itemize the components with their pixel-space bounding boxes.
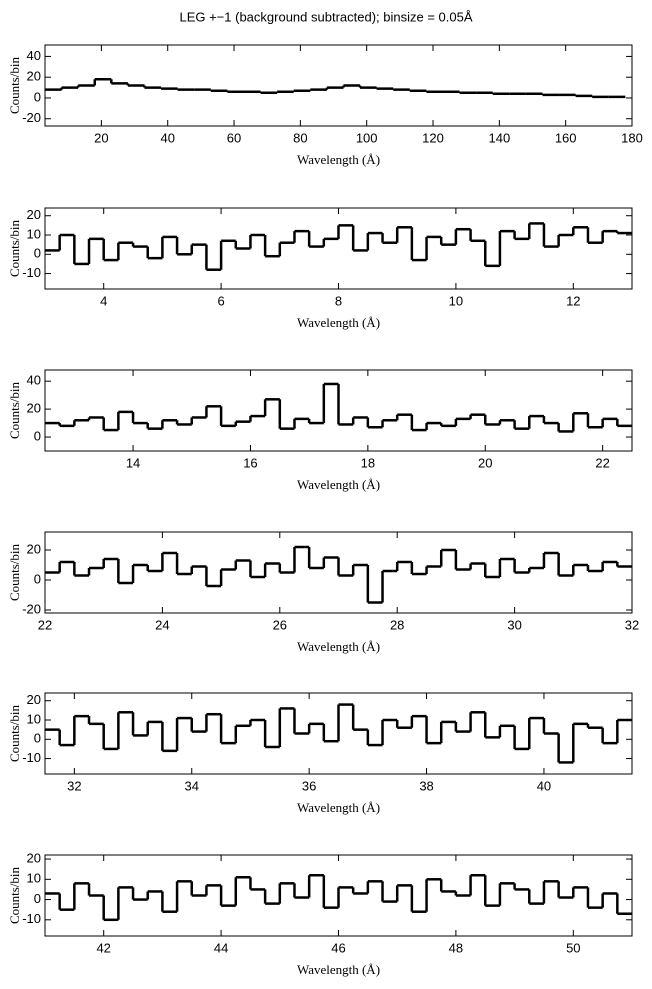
y-tick-label: 0 bbox=[34, 246, 41, 261]
x-tick-label: 24 bbox=[155, 617, 169, 632]
x-tick-label: 80 bbox=[293, 130, 307, 145]
x-tick-label: 16 bbox=[243, 455, 257, 470]
y-axis-label: Counts/bin bbox=[7, 381, 22, 439]
y-tick-label: -10 bbox=[22, 750, 41, 765]
x-tick-label: 32 bbox=[67, 778, 81, 793]
y-axis-label: Counts/bin bbox=[7, 219, 22, 277]
y-axis-label: Counts/bin bbox=[7, 866, 22, 924]
y-tick-label: 20 bbox=[27, 401, 41, 416]
x-axis-label: Wavelength (Å) bbox=[297, 962, 380, 977]
plot-frame bbox=[44, 854, 633, 937]
x-axis-label: Wavelength (Å) bbox=[297, 477, 380, 492]
plot-frame bbox=[44, 369, 633, 452]
x-tick-label: 48 bbox=[449, 940, 463, 955]
x-tick-label: 180 bbox=[621, 130, 643, 145]
x-tick-label: 36 bbox=[302, 778, 316, 793]
x-tick-label: 28 bbox=[390, 617, 404, 632]
x-tick-label: 6 bbox=[217, 293, 224, 308]
plot-frame bbox=[44, 692, 633, 775]
y-tick-label: -10 bbox=[22, 265, 41, 280]
x-tick-label: 4 bbox=[100, 293, 107, 308]
y-tick-label: -10 bbox=[22, 911, 41, 926]
plot-frame bbox=[44, 207, 633, 290]
x-tick-label: 100 bbox=[356, 130, 378, 145]
x-tick-label: 60 bbox=[227, 130, 241, 145]
x-tick-label: 30 bbox=[507, 617, 521, 632]
x-tick-label: 42 bbox=[96, 940, 110, 955]
x-tick-label: 22 bbox=[595, 455, 609, 470]
y-tick-label: 0 bbox=[34, 731, 41, 746]
x-tick-label: 26 bbox=[273, 617, 287, 632]
y-tick-label: 0 bbox=[34, 891, 41, 906]
x-tick-label: 40 bbox=[160, 130, 174, 145]
x-tick-label: 10 bbox=[449, 293, 463, 308]
x-tick-label: 44 bbox=[214, 940, 228, 955]
y-tick-label: -20 bbox=[22, 110, 41, 125]
x-tick-label: 22 bbox=[38, 617, 52, 632]
y-tick-label: 20 bbox=[27, 207, 41, 222]
y-tick-label: 0 bbox=[34, 89, 41, 104]
x-tick-label: 38 bbox=[419, 778, 433, 793]
y-axis-label: Counts/bin bbox=[7, 704, 22, 762]
y-tick-label: 20 bbox=[27, 692, 41, 707]
chart-title: LEG +−1 (background subtracted); binsize… bbox=[179, 9, 472, 24]
x-tick-label: 32 bbox=[625, 617, 639, 632]
x-tick-label: 120 bbox=[422, 130, 444, 145]
y-tick-label: 10 bbox=[27, 871, 41, 886]
y-tick-label: 10 bbox=[27, 226, 41, 241]
y-tick-label: -20 bbox=[22, 601, 41, 616]
x-tick-label: 50 bbox=[566, 940, 580, 955]
x-tick-label: 12 bbox=[566, 293, 580, 308]
x-tick-label: 40 bbox=[537, 778, 551, 793]
x-tick-label: 20 bbox=[94, 130, 108, 145]
y-tick-label: 40 bbox=[27, 373, 41, 388]
y-axis-label: Counts/bin bbox=[7, 56, 22, 114]
y-axis-label: Counts/bin bbox=[7, 543, 22, 601]
x-tick-label: 140 bbox=[488, 130, 510, 145]
x-tick-label: 160 bbox=[555, 130, 577, 145]
y-tick-label: 40 bbox=[27, 48, 41, 63]
x-tick-label: 20 bbox=[478, 455, 492, 470]
y-tick-label: 10 bbox=[27, 711, 41, 726]
x-tick-label: 34 bbox=[185, 778, 199, 793]
y-tick-label: 20 bbox=[27, 69, 41, 84]
y-tick-label: 20 bbox=[27, 850, 41, 865]
plot-frame bbox=[44, 531, 633, 614]
x-tick-label: 14 bbox=[126, 455, 140, 470]
x-tick-label: 46 bbox=[331, 940, 345, 955]
y-tick-label: 20 bbox=[27, 541, 41, 556]
x-axis-label: Wavelength (Å) bbox=[297, 152, 380, 167]
y-tick-label: 0 bbox=[34, 428, 41, 443]
y-tick-label: 0 bbox=[34, 571, 41, 586]
x-tick-label: 18 bbox=[361, 455, 375, 470]
plot-frame bbox=[44, 44, 633, 127]
x-axis-label: Wavelength (Å) bbox=[297, 639, 380, 654]
x-axis-label: Wavelength (Å) bbox=[297, 315, 380, 330]
x-axis-label: Wavelength (Å) bbox=[297, 800, 380, 815]
x-tick-label: 8 bbox=[335, 293, 342, 308]
